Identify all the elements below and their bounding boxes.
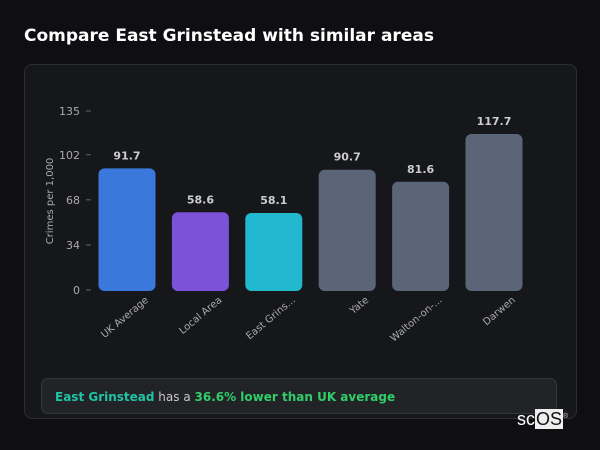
data-label: 91.7 <box>113 149 140 162</box>
scos-logo: scOS® <box>517 409 568 430</box>
data-label: 90.7 <box>334 151 361 164</box>
bar[interactable] <box>392 181 450 291</box>
page-title: Compare East Grinstead with similar area… <box>24 26 434 46</box>
y-axis-label: Crimes per 1,000 <box>45 158 56 245</box>
logo-text: sc <box>517 409 535 429</box>
data-label: 58.1 <box>260 194 287 207</box>
summary-box: East Grinstead has a 36.6% lower than UK… <box>41 378 557 414</box>
data-label: 117.7 <box>477 115 512 128</box>
bar[interactable] <box>245 212 303 291</box>
x-tick-label: Walton-on-... <box>388 295 444 345</box>
y-tick-label: 102 <box>59 149 80 162</box>
logo-mark: ® <box>563 413 569 420</box>
summary-place: East Grinstead <box>55 390 155 404</box>
bar[interactable] <box>318 169 376 291</box>
x-tick-label: Local Area <box>177 295 224 337</box>
data-label: 81.6 <box>407 163 434 176</box>
bar[interactable] <box>465 133 523 291</box>
data-label: 58.6 <box>187 193 214 206</box>
bar[interactable] <box>98 168 156 291</box>
summary-comparison: 36.6% lower than UK average <box>194 390 396 404</box>
x-tick-label: Yate <box>347 295 371 318</box>
summary-text: has a <box>154 390 195 404</box>
x-tick-label: East Grins... <box>244 295 297 342</box>
x-tick-label: Darwen <box>481 295 518 328</box>
y-tick-label: 0 <box>73 284 80 297</box>
y-tick-label: 34 <box>66 239 80 252</box>
bar[interactable] <box>171 212 229 291</box>
x-tick-label: UK Average <box>99 295 151 341</box>
logo-text-os: OS <box>535 409 564 429</box>
y-tick-label: 135 <box>59 105 80 118</box>
y-tick-label: 68 <box>66 194 80 207</box>
